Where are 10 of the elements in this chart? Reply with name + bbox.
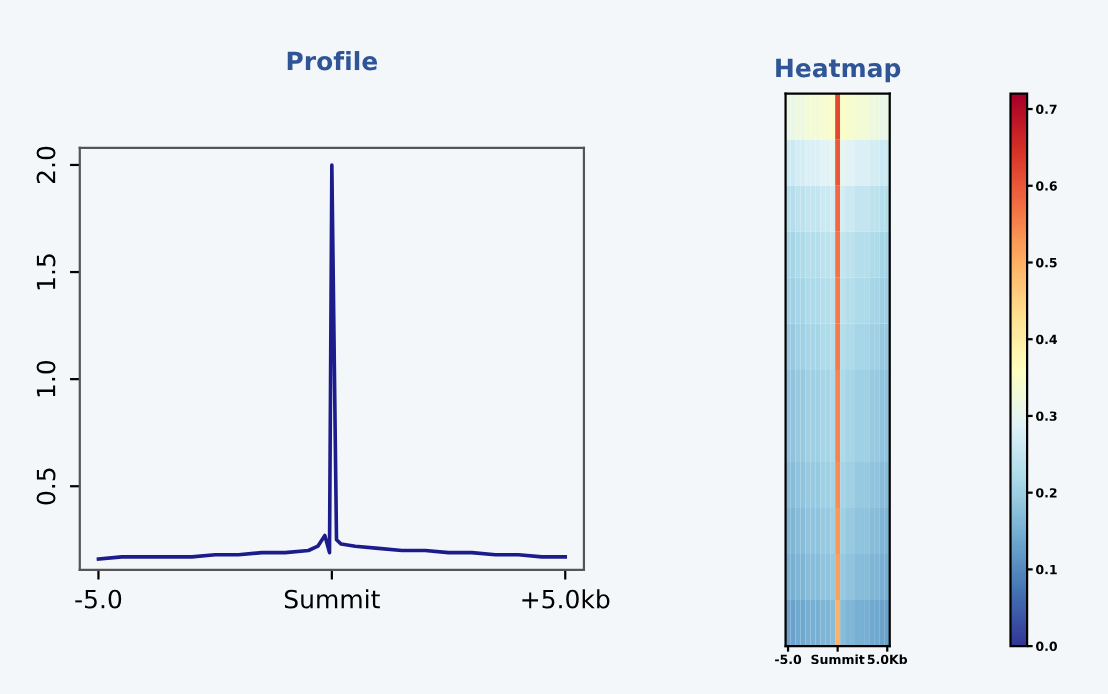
chart-title: Heatmap [776,58,901,83]
line-series [96,163,568,561]
x-tick-label: +5.0kb [522,589,610,609]
x-tick-label: Summit [284,589,380,609]
y-tick-label: 1.5 [36,254,56,290]
x-tick-label: -5.0 [75,589,122,609]
y-tick-label: 1.0 [36,360,56,397]
y-tick-label: 0.5 [36,468,56,505]
y-tick-label: 2.0 [36,146,56,183]
chart-title: Profile [287,51,378,71]
